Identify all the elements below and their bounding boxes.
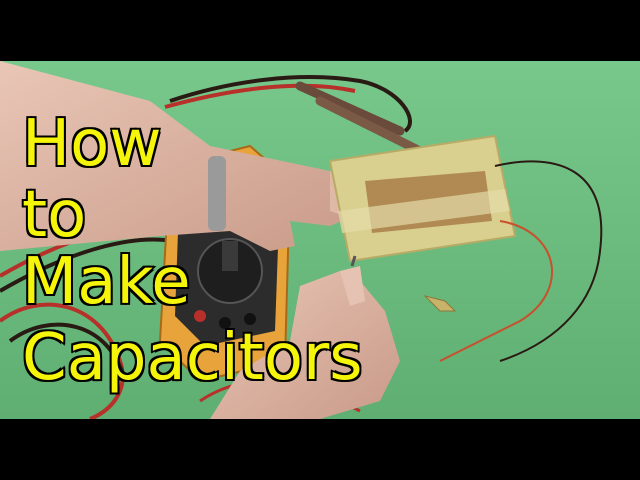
title-line-make: Make xyxy=(21,245,193,319)
right-hand xyxy=(210,266,400,419)
alligator-clip xyxy=(423,295,457,312)
wristwatch xyxy=(208,156,226,231)
title-line-how: How xyxy=(21,107,164,181)
test-leads xyxy=(0,75,425,419)
title-line-capacitors: Capacitors xyxy=(21,321,365,395)
photo-scene xyxy=(0,61,640,419)
scene-illustration xyxy=(0,61,640,419)
homemade-capacitor xyxy=(328,134,517,267)
title-line-to: to xyxy=(20,178,87,252)
